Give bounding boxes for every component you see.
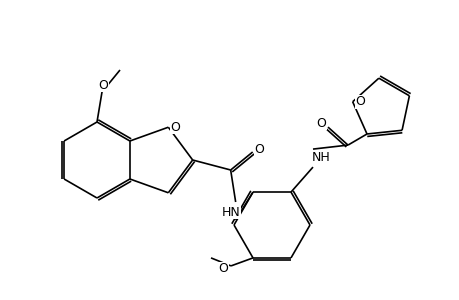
Text: HN: HN [221,206,240,218]
Text: O: O [218,262,228,275]
Text: NH: NH [311,151,330,164]
Text: O: O [98,79,108,92]
Text: O: O [355,95,365,108]
Text: O: O [170,121,180,134]
Text: O: O [254,142,264,155]
Text: O: O [315,117,325,130]
